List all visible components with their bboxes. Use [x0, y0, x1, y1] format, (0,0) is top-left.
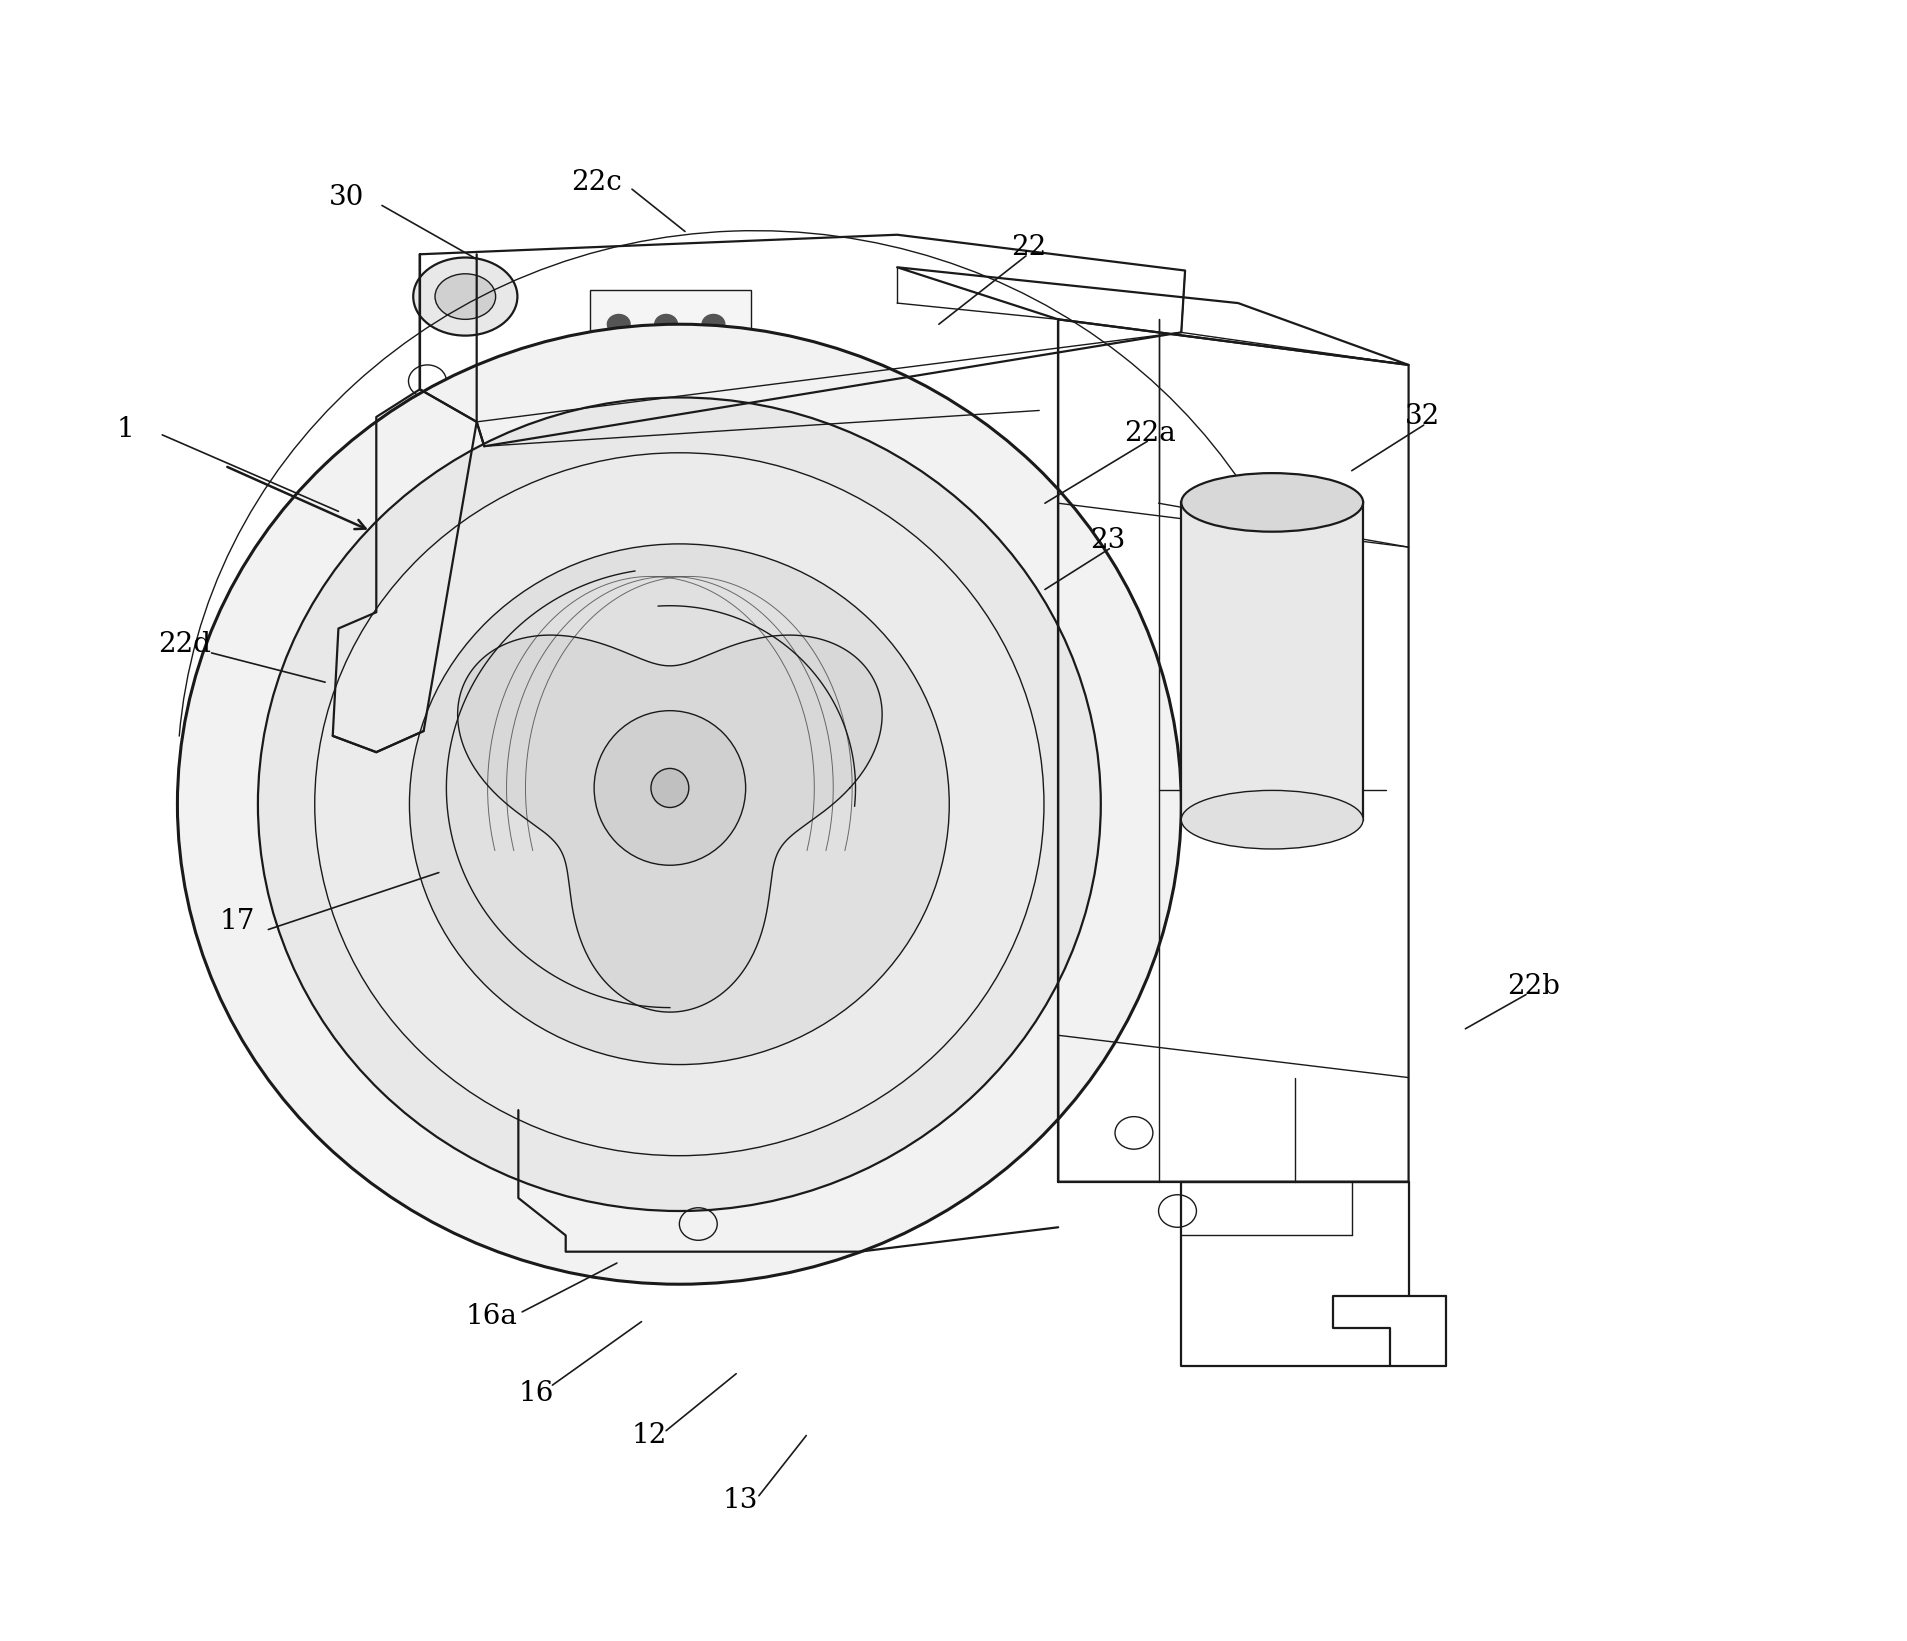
Text: 30: 30 [328, 184, 364, 210]
Ellipse shape [650, 768, 688, 807]
Ellipse shape [593, 711, 746, 865]
Bar [1180, 502, 1362, 820]
Text: 23: 23 [1089, 527, 1125, 555]
Ellipse shape [435, 274, 496, 320]
Polygon shape [458, 635, 881, 1012]
Circle shape [654, 350, 677, 369]
Ellipse shape [257, 397, 1100, 1211]
Text: 22: 22 [1011, 235, 1045, 261]
Ellipse shape [1180, 791, 1362, 848]
Bar [589, 290, 751, 384]
Ellipse shape [1180, 473, 1362, 532]
Circle shape [606, 315, 629, 335]
Circle shape [606, 350, 629, 369]
Text: 1: 1 [116, 417, 135, 443]
Text: 13: 13 [723, 1487, 757, 1515]
Text: 22b: 22b [1507, 973, 1560, 999]
Text: 32: 32 [1404, 404, 1440, 430]
Ellipse shape [315, 453, 1043, 1155]
Circle shape [702, 315, 725, 335]
Circle shape [654, 315, 677, 335]
Text: 12: 12 [631, 1423, 667, 1449]
Text: 22c: 22c [570, 169, 622, 197]
Circle shape [702, 350, 725, 369]
Text: 16: 16 [519, 1380, 553, 1406]
Ellipse shape [414, 258, 517, 336]
Text: 22d: 22d [158, 632, 212, 658]
Ellipse shape [410, 543, 950, 1065]
Text: 16a: 16a [465, 1303, 517, 1331]
Ellipse shape [177, 325, 1180, 1285]
Text: 22a: 22a [1123, 420, 1175, 446]
Text: 17: 17 [219, 907, 254, 935]
